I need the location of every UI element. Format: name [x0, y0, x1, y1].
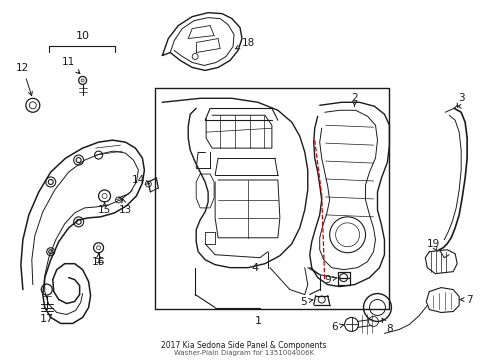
Text: 17: 17 [40, 314, 54, 324]
Text: 12: 12 [16, 63, 32, 96]
Text: 2: 2 [350, 93, 357, 106]
Text: 3: 3 [456, 93, 464, 107]
Text: 5: 5 [300, 297, 312, 306]
Text: 7: 7 [459, 294, 471, 305]
Text: 13: 13 [119, 199, 132, 215]
Text: 8: 8 [381, 318, 392, 334]
Text: 19: 19 [426, 239, 439, 252]
Text: 11: 11 [62, 58, 80, 74]
Text: 18: 18 [235, 37, 254, 49]
Text: 15: 15 [98, 202, 111, 215]
Text: 14: 14 [132, 175, 149, 185]
Text: 4: 4 [251, 263, 258, 273]
Text: 1: 1 [254, 316, 261, 327]
Text: Washer-Plain Diagram for 1351004006K: Washer-Plain Diagram for 1351004006K [174, 350, 313, 356]
Text: 6: 6 [331, 323, 343, 332]
Text: 16: 16 [92, 253, 105, 267]
Text: 9: 9 [324, 275, 336, 285]
Text: 10: 10 [76, 31, 89, 41]
Text: 2017 Kia Sedona Side Panel & Components: 2017 Kia Sedona Side Panel & Components [161, 341, 326, 350]
